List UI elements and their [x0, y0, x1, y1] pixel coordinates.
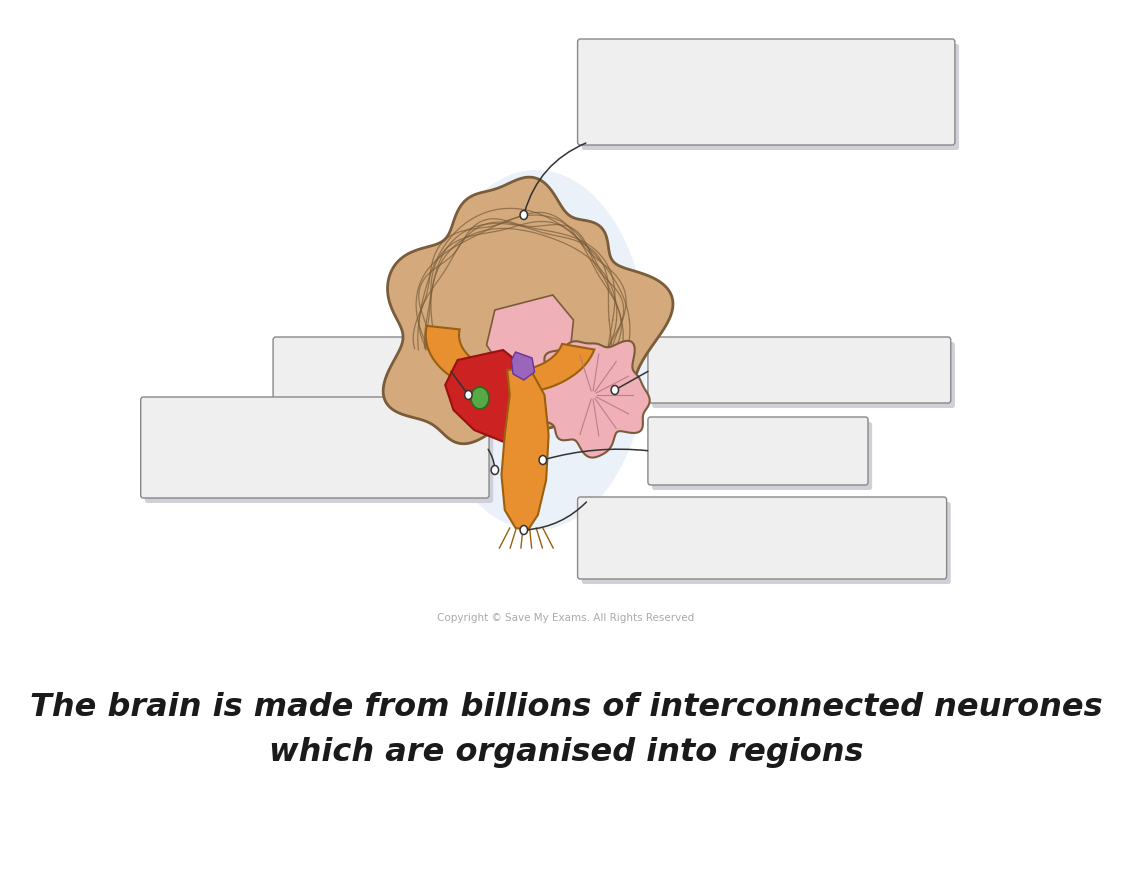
Circle shape	[491, 466, 498, 475]
Circle shape	[520, 525, 528, 535]
Ellipse shape	[424, 170, 648, 530]
Text: Copyright © Save My Exams. All Rights Reserved: Copyright © Save My Exams. All Rights Re…	[437, 613, 695, 623]
Circle shape	[611, 385, 618, 394]
Polygon shape	[533, 341, 650, 458]
FancyBboxPatch shape	[577, 497, 946, 579]
Circle shape	[539, 455, 547, 464]
Text: The brain is made from billions of interconnected neurones
which are organised i: The brain is made from billions of inter…	[29, 692, 1103, 768]
FancyBboxPatch shape	[582, 44, 959, 150]
FancyBboxPatch shape	[273, 337, 452, 401]
FancyBboxPatch shape	[652, 342, 955, 408]
Polygon shape	[384, 177, 672, 444]
Polygon shape	[426, 326, 594, 393]
Circle shape	[520, 211, 528, 219]
Polygon shape	[512, 352, 534, 380]
Polygon shape	[501, 368, 549, 530]
Circle shape	[471, 387, 489, 409]
FancyBboxPatch shape	[648, 417, 868, 485]
FancyBboxPatch shape	[582, 502, 951, 584]
FancyBboxPatch shape	[145, 402, 494, 503]
FancyBboxPatch shape	[648, 337, 951, 403]
FancyBboxPatch shape	[277, 342, 456, 406]
Polygon shape	[445, 350, 532, 445]
Circle shape	[464, 391, 472, 399]
FancyBboxPatch shape	[652, 422, 872, 490]
Polygon shape	[487, 295, 574, 385]
FancyBboxPatch shape	[577, 39, 955, 145]
FancyBboxPatch shape	[140, 397, 489, 498]
